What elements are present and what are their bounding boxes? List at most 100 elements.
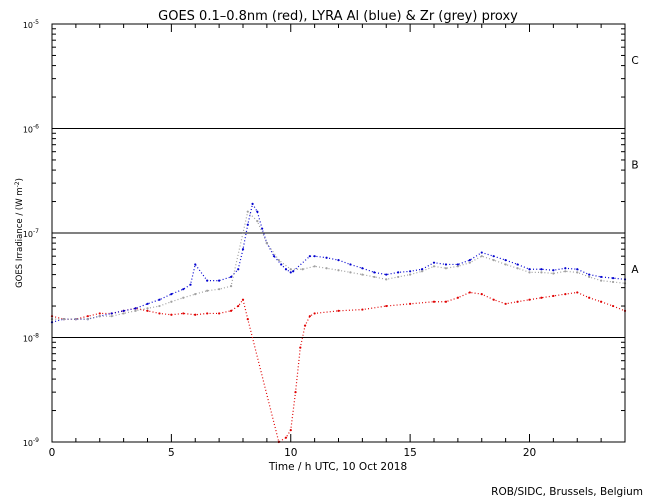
data-point <box>189 283 192 286</box>
data-point <box>444 263 448 266</box>
data-point <box>74 317 77 321</box>
data-point <box>280 263 283 266</box>
data-point <box>284 436 288 439</box>
series-trace <box>51 202 626 323</box>
x-tick-label: 20 <box>523 447 536 459</box>
data-point <box>146 302 149 305</box>
data-point <box>420 270 424 273</box>
data-point <box>206 289 209 292</box>
data-point <box>170 293 173 296</box>
data-point <box>62 317 66 321</box>
flare-class-labels: A B C <box>631 55 639 276</box>
data-point <box>540 268 543 271</box>
data-point <box>256 219 259 223</box>
data-point <box>409 302 412 305</box>
data-point <box>313 265 316 268</box>
data-point <box>325 256 328 259</box>
data-point <box>432 300 436 303</box>
data-point <box>289 271 292 274</box>
data-point <box>564 270 567 273</box>
y-tick-label: 10-9 <box>23 437 39 448</box>
data-point <box>134 307 137 310</box>
data-point <box>385 273 388 276</box>
data-point <box>218 312 221 315</box>
data-point <box>468 291 471 294</box>
data-point <box>432 261 436 264</box>
data-point <box>299 346 302 349</box>
data-point <box>420 268 424 271</box>
data-point <box>456 296 459 299</box>
data-point <box>600 275 603 279</box>
data-point <box>122 309 125 312</box>
data-point <box>492 259 495 262</box>
data-point <box>528 298 531 301</box>
data-point <box>194 293 197 296</box>
x-axis-label: Time / h UTC, 10 Oct 2018 <box>268 461 407 473</box>
flare-class-label: A <box>631 264 639 276</box>
credit-text: ROB/SIDC, Brussels, Belgium <box>491 486 643 498</box>
data-point <box>284 268 288 271</box>
data-point <box>246 210 249 213</box>
data-point <box>480 293 483 296</box>
y-axis-label-sup: -2 <box>14 181 21 187</box>
data-point <box>122 312 125 315</box>
data-point <box>504 259 507 262</box>
flare-class-label: C <box>631 55 638 67</box>
series-1 <box>50 202 627 324</box>
data-point <box>349 271 352 274</box>
y-axis-label: GOES Irradiance / (W m-2) <box>14 178 25 288</box>
data-point <box>349 263 352 266</box>
data-point <box>86 315 89 318</box>
data-point <box>600 300 603 303</box>
data-point <box>373 275 376 279</box>
data-point <box>251 202 254 205</box>
data-point <box>540 271 543 274</box>
data-point <box>182 288 185 291</box>
data-series-layer <box>50 202 627 444</box>
data-point <box>444 300 448 303</box>
data-point <box>261 227 264 230</box>
data-point <box>552 272 555 275</box>
data-point <box>246 223 249 226</box>
y-tick-label: 10-7 <box>23 228 39 239</box>
data-point <box>528 268 531 271</box>
data-point <box>397 271 400 274</box>
data-point <box>468 261 471 264</box>
data-point <box>313 255 316 258</box>
x-tick-label: 0 <box>49 447 56 459</box>
data-point <box>504 263 507 266</box>
data-point <box>206 312 209 315</box>
x-tick-label: 10 <box>284 447 297 459</box>
data-point <box>158 298 161 301</box>
data-point <box>397 275 400 279</box>
data-point <box>564 293 567 296</box>
data-point <box>361 273 364 276</box>
data-point <box>229 275 233 279</box>
data-point <box>552 269 555 272</box>
y-tick-label: 10-8 <box>23 333 39 344</box>
data-point <box>292 270 295 273</box>
data-point <box>170 300 173 303</box>
data-point <box>303 324 307 327</box>
data-point <box>110 312 113 315</box>
data-point <box>289 428 292 432</box>
data-point <box>588 275 591 279</box>
data-point <box>158 304 161 308</box>
data-point <box>146 307 149 310</box>
series-trace <box>51 291 626 443</box>
flare-class-label: B <box>631 160 638 172</box>
data-point <box>277 259 280 262</box>
data-point <box>98 315 101 318</box>
data-point <box>516 300 519 303</box>
data-point <box>308 315 311 318</box>
data-point <box>468 259 471 262</box>
data-point <box>480 255 483 258</box>
x-tick-label: 5 <box>168 447 175 459</box>
data-point <box>337 259 340 262</box>
data-point <box>444 267 448 270</box>
x-tick-label: 15 <box>403 447 416 459</box>
data-point <box>385 278 388 281</box>
data-point <box>588 273 591 276</box>
data-point <box>564 267 567 270</box>
